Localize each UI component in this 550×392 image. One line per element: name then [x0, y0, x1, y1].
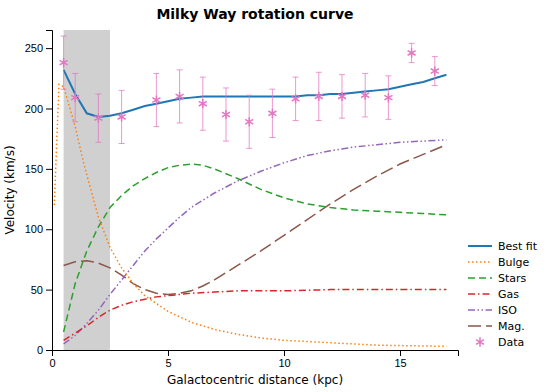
- tick: 10: [278, 350, 290, 369]
- tick: 0: [49, 350, 55, 369]
- legend-label: Stars: [498, 272, 527, 285]
- y-axis: 0 50 100 150 200 250: [25, 31, 53, 357]
- series-line: [64, 164, 447, 332]
- legend-item: ISO: [468, 304, 517, 317]
- data-area: [54, 30, 446, 350]
- tick-label: 150: [25, 163, 43, 175]
- tick-label: 0: [37, 344, 43, 356]
- data-point: [361, 91, 369, 100]
- legend-item: Best fit: [468, 240, 538, 253]
- legend-swatch: [476, 337, 484, 346]
- tick-mark: [46, 229, 52, 230]
- axis-line: [53, 351, 459, 357]
- data-point: [71, 93, 79, 102]
- plot: 051015050100150200250: [25, 30, 459, 369]
- tick: 200: [25, 103, 52, 115]
- tick-mark: [168, 350, 169, 356]
- legend-label: Mag.: [498, 320, 525, 333]
- tick-mark: [46, 108, 52, 109]
- legend-label: Best fit: [498, 240, 538, 253]
- tick-label: 200: [25, 103, 43, 115]
- tick-mark: [284, 350, 285, 356]
- data-point: [199, 99, 207, 108]
- tick: 100: [25, 223, 52, 235]
- data-point: [315, 92, 323, 101]
- legend-swatch: [468, 325, 492, 327]
- legend-swatch: [468, 293, 492, 295]
- series-points: [60, 36, 439, 148]
- tick-mark: [46, 350, 52, 351]
- tick-label: 50: [31, 284, 43, 296]
- legend-item: Mag.: [468, 320, 525, 333]
- tick: 250: [25, 42, 52, 54]
- tick-label: 0: [49, 357, 55, 369]
- data-point: [152, 95, 160, 104]
- legend: Best fit Bulge Stars Gas ISO Mag. Data: [468, 240, 538, 349]
- tick: 150: [25, 163, 52, 175]
- tick-label: 250: [25, 42, 43, 54]
- data-point: [408, 48, 416, 57]
- data-point: [431, 66, 439, 75]
- legend-label: Gas: [498, 288, 519, 301]
- data-point: [338, 92, 346, 101]
- tick-mark: [46, 48, 52, 49]
- tick-label: 100: [25, 223, 43, 235]
- series-line: [64, 145, 447, 295]
- data-point: [176, 92, 184, 101]
- data-point: [94, 114, 102, 123]
- tick-label: 15: [394, 357, 406, 369]
- legend-label: Bulge: [498, 256, 530, 269]
- legend-item: Data: [476, 336, 524, 349]
- data-point: [118, 112, 126, 121]
- data-point: [222, 110, 230, 119]
- tick-mark: [46, 290, 52, 291]
- legend-item: Bulge: [468, 256, 530, 269]
- axis-line: [46, 31, 53, 351]
- tick-label: 5: [165, 357, 171, 369]
- series-line: [64, 290, 447, 341]
- legend-swatch: [468, 245, 492, 247]
- y-axis-title: Velocity (km/s): [3, 145, 17, 234]
- tick-mark: [46, 169, 52, 170]
- series-line: [64, 140, 447, 344]
- tick: 50: [31, 284, 52, 296]
- tick: 0: [37, 344, 52, 356]
- data-point: [292, 94, 300, 103]
- x-axis-title: Galactocentric distance (kpc): [167, 373, 343, 387]
- shaded-region: [64, 30, 110, 350]
- series-line: [64, 70, 447, 117]
- tick: 15: [394, 350, 406, 369]
- data-point: [245, 117, 253, 126]
- data-point: [60, 58, 68, 67]
- legend-swatch: [468, 277, 492, 279]
- chart: 051015050100150200250Milky Way rotation …: [0, 0, 550, 392]
- title: Milky Way rotation curve: [156, 6, 353, 22]
- tick-mark: [400, 350, 401, 356]
- legend-item: Gas: [468, 288, 519, 301]
- tick: 5: [165, 350, 171, 369]
- tick-label: 10: [278, 357, 290, 369]
- legend-label: Data: [498, 336, 524, 349]
- data-point: [384, 93, 392, 102]
- x-axis: 0 5 10 15: [49, 350, 458, 369]
- legend-swatch: [468, 261, 492, 263]
- series-line: [54, 84, 446, 346]
- legend-label: ISO: [498, 304, 517, 317]
- data-point: [268, 109, 276, 118]
- legend-swatch: [468, 309, 492, 311]
- legend-item: Stars: [468, 272, 527, 285]
